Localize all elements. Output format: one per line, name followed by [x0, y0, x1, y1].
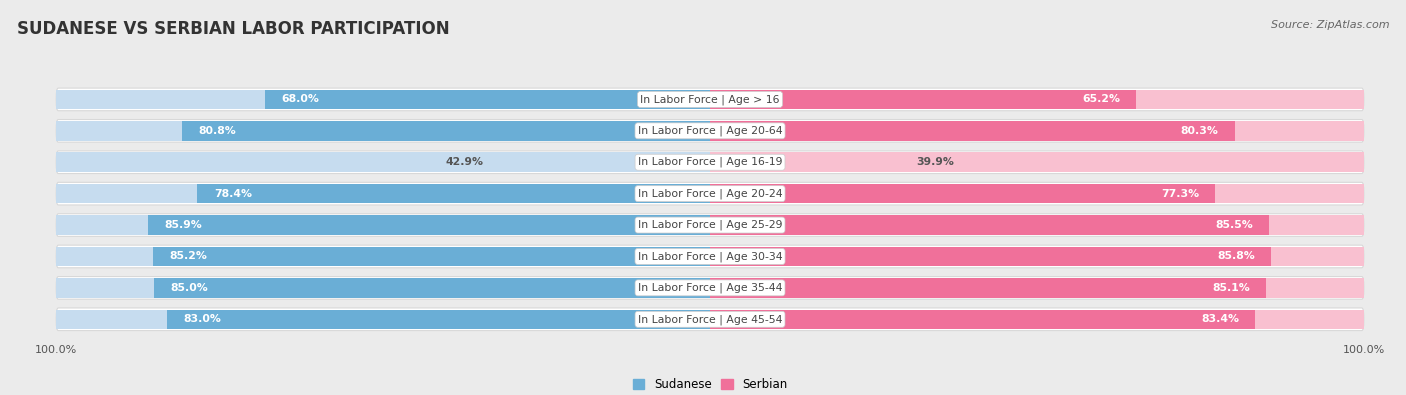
Text: 80.3%: 80.3% [1181, 126, 1219, 136]
Bar [56, 121, 710, 141]
Bar [710, 121, 1234, 141]
Text: 85.9%: 85.9% [165, 220, 202, 230]
Text: In Labor Force | Age 20-64: In Labor Force | Age 20-64 [638, 126, 782, 136]
Bar [710, 90, 1136, 109]
Bar [56, 215, 710, 235]
FancyBboxPatch shape [56, 88, 1364, 111]
Text: 83.0%: 83.0% [184, 314, 222, 324]
Bar [710, 215, 1270, 235]
Text: In Labor Force | Age 25-29: In Labor Force | Age 25-29 [638, 220, 782, 230]
Text: 78.4%: 78.4% [214, 189, 252, 199]
Text: In Labor Force | Age 20-24: In Labor Force | Age 20-24 [638, 188, 782, 199]
Text: 80.8%: 80.8% [198, 126, 236, 136]
Bar [710, 90, 1364, 109]
Text: 68.0%: 68.0% [281, 94, 319, 104]
FancyBboxPatch shape [56, 214, 1364, 236]
Bar [56, 152, 710, 172]
Text: In Labor Force | Age > 16: In Labor Force | Age > 16 [640, 94, 780, 105]
Bar [149, 215, 710, 235]
Bar [710, 152, 972, 172]
Bar [710, 152, 1364, 172]
Text: 85.1%: 85.1% [1212, 283, 1250, 293]
Text: 83.4%: 83.4% [1201, 314, 1239, 324]
Bar [710, 310, 1256, 329]
Text: SUDANESE VS SERBIAN LABOR PARTICIPATION: SUDANESE VS SERBIAN LABOR PARTICIPATION [17, 20, 450, 38]
Bar [197, 184, 710, 203]
Text: In Labor Force | Age 35-44: In Labor Force | Age 35-44 [638, 283, 782, 293]
Bar [710, 247, 1271, 266]
FancyBboxPatch shape [56, 182, 1364, 205]
Bar [167, 310, 710, 329]
Text: In Labor Force | Age 30-34: In Labor Force | Age 30-34 [638, 251, 782, 262]
Text: In Labor Force | Age 16-19: In Labor Force | Age 16-19 [638, 157, 782, 167]
Bar [710, 121, 1364, 141]
Bar [153, 247, 710, 266]
Text: In Labor Force | Age 45-54: In Labor Force | Age 45-54 [638, 314, 782, 325]
Bar [710, 215, 1364, 235]
Bar [181, 121, 710, 141]
Text: 85.8%: 85.8% [1216, 252, 1254, 261]
Bar [710, 278, 1364, 297]
Bar [430, 152, 710, 172]
Text: 77.3%: 77.3% [1161, 189, 1199, 199]
FancyBboxPatch shape [56, 276, 1364, 299]
Bar [266, 90, 710, 109]
Text: 42.9%: 42.9% [446, 157, 484, 167]
Legend: Sudanese, Serbian: Sudanese, Serbian [633, 378, 787, 391]
Text: 85.2%: 85.2% [169, 252, 207, 261]
Bar [710, 184, 1364, 203]
Bar [56, 310, 710, 329]
Bar [710, 184, 1215, 203]
Bar [710, 310, 1364, 329]
FancyBboxPatch shape [56, 151, 1364, 173]
Bar [155, 278, 710, 297]
Text: 85.0%: 85.0% [170, 283, 208, 293]
Text: 39.9%: 39.9% [917, 157, 955, 167]
Text: 85.5%: 85.5% [1215, 220, 1253, 230]
Bar [56, 278, 710, 297]
Bar [56, 247, 710, 266]
FancyBboxPatch shape [56, 308, 1364, 331]
Text: 65.2%: 65.2% [1083, 94, 1121, 104]
Bar [710, 278, 1267, 297]
FancyBboxPatch shape [56, 120, 1364, 142]
Bar [56, 90, 710, 109]
Bar [56, 184, 710, 203]
Bar [710, 247, 1364, 266]
FancyBboxPatch shape [56, 245, 1364, 268]
Text: Source: ZipAtlas.com: Source: ZipAtlas.com [1271, 20, 1389, 30]
